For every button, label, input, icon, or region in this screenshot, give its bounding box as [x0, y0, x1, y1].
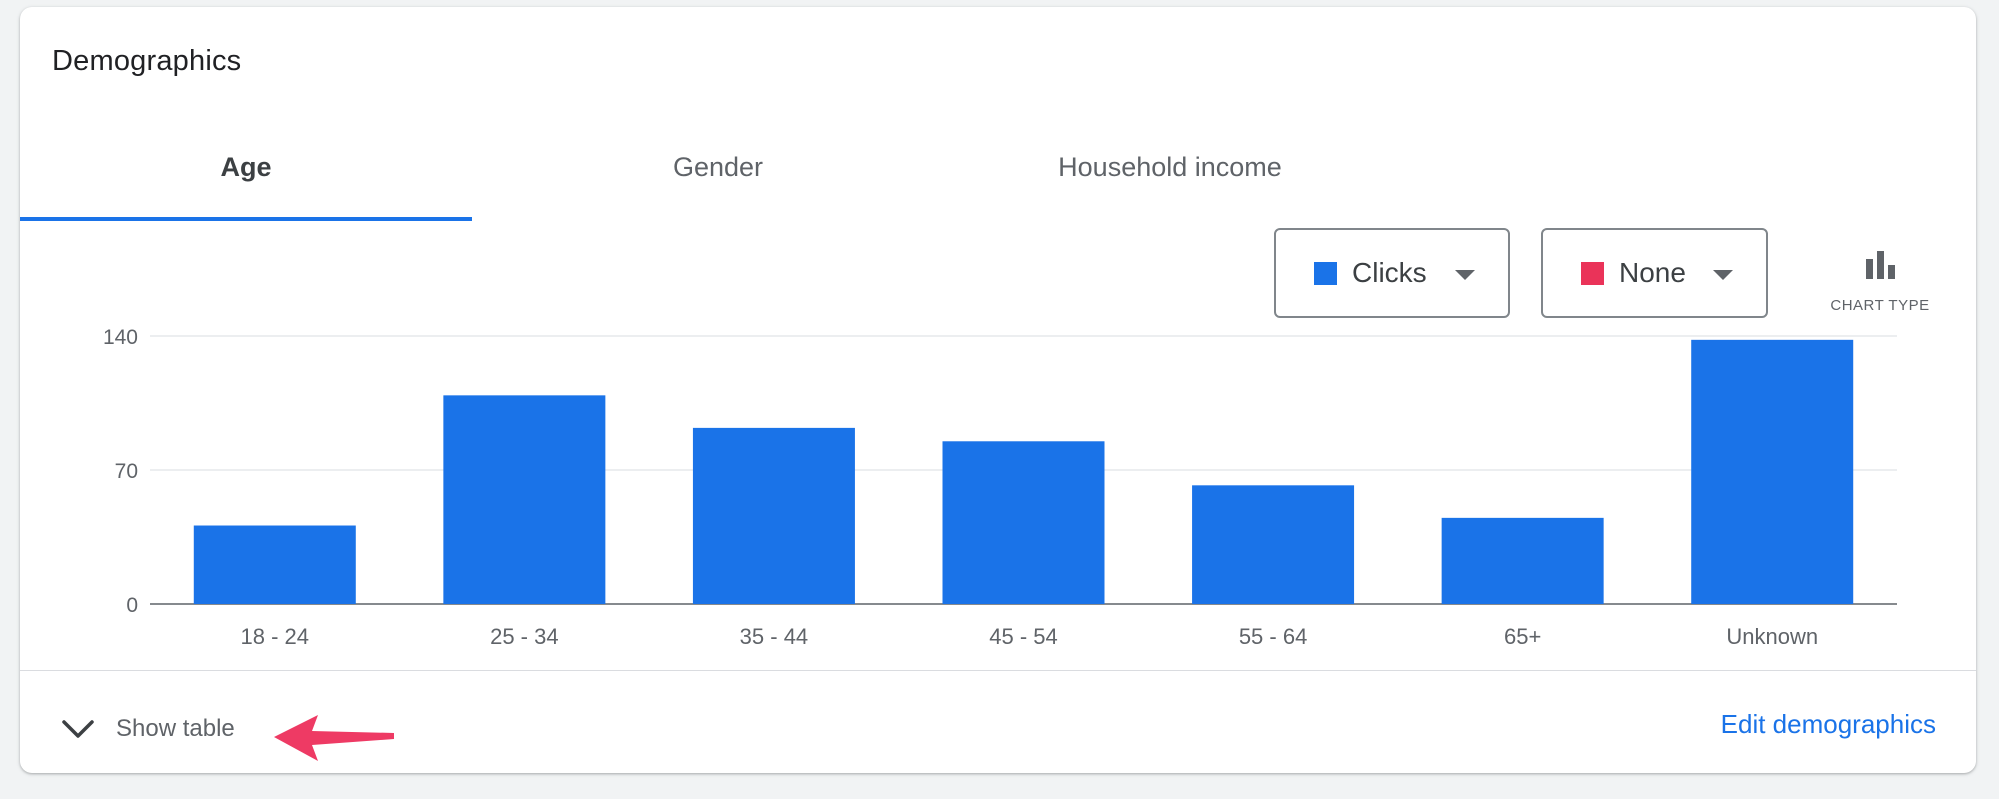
- edit-demographics-link[interactable]: Edit demographics: [1720, 709, 1936, 739]
- secondary-metric-select[interactable]: None: [1541, 228, 1768, 318]
- x-tick-label: 65+: [1504, 624, 1541, 649]
- age-bar-chart: 0 70 140 18 - 24 25 - 34 35 - 44 45 - 54 55 - 6…: [103, 326, 1897, 649]
- bar-65plus[interactable]: [1441, 517, 1604, 604]
- x-tick-label: 18 - 24: [241, 624, 310, 649]
- bar-chart-icon: [1866, 251, 1895, 279]
- footer-divider: [20, 670, 1976, 671]
- bar-45-54[interactable]: [942, 441, 1105, 604]
- card-title: Demographics: [52, 45, 242, 77]
- chart-type-label: CHART TYPE: [1830, 297, 1930, 314]
- x-tick-label: 55 - 64: [1239, 624, 1308, 649]
- show-table-label: Show table: [116, 715, 235, 742]
- tab-gender[interactable]: Gender: [672, 151, 764, 182]
- tab-household-income[interactable]: Household income: [1058, 151, 1282, 182]
- x-tick-label: Unknown: [1726, 624, 1818, 649]
- annotation-arrow-icon: [274, 715, 394, 761]
- x-tick-label: 45 - 54: [989, 624, 1058, 649]
- bar-unknown[interactable]: [1691, 339, 1854, 604]
- demographics-card: Demographics Age Gender Household income…: [20, 7, 1976, 773]
- clicks-color-swatch: [1314, 261, 1337, 285]
- chart-type-button[interactable]: CHART TYPE: [1820, 240, 1940, 320]
- x-tick-label: 35 - 44: [740, 624, 809, 649]
- primary-metric-select[interactable]: Clicks: [1274, 228, 1510, 318]
- dropdown-caret-icon: [1713, 270, 1733, 280]
- primary-metric-label: Clicks: [1352, 257, 1427, 288]
- bar-55-64[interactable]: [1192, 485, 1355, 604]
- tab-age[interactable]: Age: [20, 115, 472, 221]
- chevron-down-icon: [62, 720, 94, 738]
- dropdown-caret-icon: [1455, 270, 1475, 280]
- y-tick-label: 70: [115, 460, 138, 483]
- bar-18-24[interactable]: [193, 525, 356, 604]
- bar-25-34[interactable]: [443, 395, 606, 604]
- show-table-toggle[interactable]: Show table: [60, 699, 280, 759]
- y-tick-label: 140: [103, 326, 138, 349]
- demographics-tabs: Age Gender Household income: [20, 115, 1976, 221]
- bar-35-44[interactable]: [692, 427, 855, 604]
- y-tick-label: 0: [126, 594, 138, 617]
- none-color-swatch: [1581, 261, 1604, 285]
- x-tick-label: 25 - 34: [490, 624, 559, 649]
- secondary-metric-label: None: [1619, 257, 1686, 288]
